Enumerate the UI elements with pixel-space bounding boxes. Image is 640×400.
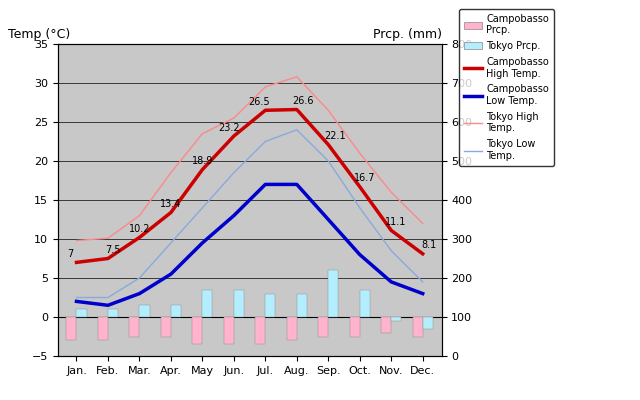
- Bar: [318, 317, 328, 336]
- Bar: [255, 317, 266, 344]
- Bar: [287, 317, 297, 340]
- Bar: [266, 294, 275, 317]
- Text: 22.1: 22.1: [324, 131, 346, 141]
- Bar: [77, 309, 86, 317]
- Bar: [360, 290, 370, 317]
- Bar: [234, 290, 244, 317]
- Text: 7.5: 7.5: [105, 245, 120, 255]
- Text: 11.1: 11.1: [385, 217, 406, 227]
- Text: 26.6: 26.6: [292, 96, 314, 106]
- Text: Prcp. (mm): Prcp. (mm): [372, 28, 442, 41]
- Legend: Campobasso
Prcp., Tokyo Prcp., Campobasso
High Temp., Campobasso
Low Temp., Toky: Campobasso Prcp., Tokyo Prcp., Campobass…: [460, 9, 554, 166]
- Text: 26.5: 26.5: [248, 97, 270, 107]
- Bar: [297, 294, 307, 317]
- Bar: [381, 317, 391, 333]
- Bar: [391, 317, 401, 321]
- Bar: [202, 290, 212, 317]
- Bar: [413, 317, 422, 336]
- Bar: [349, 317, 360, 336]
- Bar: [140, 305, 150, 317]
- Bar: [108, 309, 118, 317]
- Bar: [224, 317, 234, 344]
- Text: Temp (°C): Temp (°C): [8, 28, 70, 41]
- Bar: [161, 317, 171, 336]
- Text: 13.4: 13.4: [160, 199, 182, 209]
- Bar: [171, 305, 181, 317]
- Bar: [98, 317, 108, 340]
- Bar: [192, 317, 202, 344]
- Text: 16.7: 16.7: [354, 173, 375, 183]
- Bar: [328, 270, 339, 317]
- Text: 10.2: 10.2: [129, 224, 150, 234]
- Bar: [129, 317, 140, 336]
- Bar: [67, 317, 77, 340]
- Text: 7: 7: [67, 249, 74, 259]
- Text: 18.9: 18.9: [192, 156, 213, 166]
- Text: 8.1: 8.1: [421, 240, 436, 250]
- Bar: [422, 317, 433, 329]
- Text: 23.2: 23.2: [218, 122, 240, 132]
